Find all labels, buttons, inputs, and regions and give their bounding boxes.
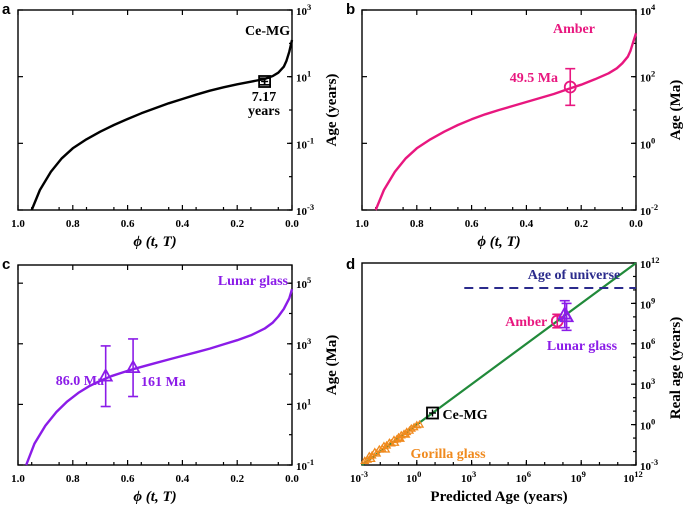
y-tick-label: 101 xyxy=(296,69,311,85)
x-axis-title: ϕ (t, T) xyxy=(133,234,176,250)
marker-label: 7.17 xyxy=(252,90,277,105)
x-tick-label: 1.0 xyxy=(355,218,369,230)
curve-line xyxy=(374,32,638,211)
panel-a: a 1.0 0.8 0.6 0.4 0.2 0.010-3 10-1 101 103 ϕ (t, T… xyxy=(2,1,340,250)
x-tick-label: 1012 xyxy=(623,469,643,485)
curve-line xyxy=(25,288,294,466)
marker-label: 161 Ma xyxy=(141,375,186,390)
x-tick-label: 0.4 xyxy=(520,218,534,230)
x-tick-label: 100 xyxy=(406,469,421,485)
x-tick-label: 0.6 xyxy=(465,218,479,230)
x-tick-label: 0.8 xyxy=(66,473,80,485)
x-tick-label: 1.0 xyxy=(11,218,25,230)
panel-title: Ce-MG xyxy=(245,24,290,39)
point-ce-mg xyxy=(426,406,439,420)
y-axis-title: Age (Ma) xyxy=(668,80,684,140)
gorilla-point xyxy=(366,454,376,463)
data-marker xyxy=(563,80,577,94)
data-marker xyxy=(258,75,272,88)
label-lunar-glass: Lunar glass xyxy=(547,339,618,354)
x-tick-label: 109 xyxy=(571,469,586,485)
label-ce-mg: Ce-MG xyxy=(443,408,488,423)
gorilla-point xyxy=(390,437,400,446)
x-tick-label: 0.4 xyxy=(176,218,190,230)
gorilla-point xyxy=(412,420,422,429)
panel-c: c 1.0 0.8 0.6 0.4 0.2 0.010-1 101 103 105 ϕ (t, T)… xyxy=(2,256,340,505)
y-tick-label: 10-2 xyxy=(640,202,658,218)
x-tick-label: 103 xyxy=(461,469,476,485)
panel-letter: a xyxy=(2,1,11,18)
gorilla-point xyxy=(401,429,411,438)
x-axis-title: Predicted Age (years) xyxy=(430,489,567,505)
panel-letter: b xyxy=(346,1,355,18)
y-tick-label: 103 xyxy=(296,2,311,18)
panel-letter: c xyxy=(2,256,10,273)
y-tick-label: 101 xyxy=(296,396,311,412)
gorilla-point xyxy=(395,433,405,442)
y-tick-label: 104 xyxy=(640,2,656,18)
gorilla-point xyxy=(360,456,370,465)
y-tick-label: 103 xyxy=(640,376,655,392)
y-tick-label: 100 xyxy=(640,135,655,151)
gorilla-point xyxy=(381,444,391,453)
x-tick-label: 0.2 xyxy=(574,218,588,230)
y-tick-label: 105 xyxy=(296,275,311,291)
y-tick-label: 10-1 xyxy=(296,135,314,151)
curve-line xyxy=(30,39,294,211)
x-tick-label: 0.6 xyxy=(121,473,135,485)
x-tick-label: 1.0 xyxy=(11,473,25,485)
panel-title: Amber xyxy=(553,22,595,37)
marker-label: 49.5 Ma xyxy=(510,71,558,86)
y-tick-label: 109 xyxy=(640,295,655,311)
x-tick-label: 0.2 xyxy=(230,473,244,485)
data-marker xyxy=(98,367,114,382)
universe-label: Age of universe xyxy=(528,268,621,283)
y-tick-label: 102 xyxy=(640,69,655,85)
marker-label: 86.0 Ma xyxy=(56,374,104,389)
y-tick-label: 10-3 xyxy=(296,202,314,218)
plot-frame xyxy=(361,262,637,466)
x-tick-label: 0.0 xyxy=(629,218,643,230)
x-tick-label: 0.2 xyxy=(230,218,244,230)
x-tick-label: 0.4 xyxy=(176,473,190,485)
x-tick-label: 10-3 xyxy=(350,469,368,485)
x-tick-label: 0.0 xyxy=(285,473,299,485)
y-tick-label: 100 xyxy=(640,417,655,433)
panel-title: Lunar glass xyxy=(218,274,289,289)
point-lunar-glass-2 xyxy=(559,308,575,323)
data-marker xyxy=(125,359,141,374)
y-tick-label: 10-1 xyxy=(296,457,314,473)
panel-letter: d xyxy=(346,256,355,273)
x-tick-label: 0.6 xyxy=(121,218,135,230)
y-tick-label: 1012 xyxy=(640,255,660,271)
y-tick-label: 106 xyxy=(640,336,655,352)
x-tick-label: 0.8 xyxy=(66,218,80,230)
y-axis-title: Age (Ma) xyxy=(324,335,340,395)
panel-b: b 1.0 0.8 0.6 0.4 0.2 0.010-2 100 102 104 ϕ (t, T)… xyxy=(346,1,684,250)
y-tick-label: 103 xyxy=(296,336,311,352)
plot-frame xyxy=(17,264,293,466)
gorilla-label: Gorilla glass xyxy=(410,447,486,462)
x-tick-label: 106 xyxy=(516,469,531,485)
marker-label-unit: years xyxy=(248,104,280,119)
x-tick-label: 0.0 xyxy=(285,218,299,230)
gorilla-point xyxy=(414,419,425,428)
x-tick-label: 0.8 xyxy=(410,218,424,230)
y-axis-title: Age (years) xyxy=(324,74,340,147)
x-axis-title: ϕ (t, T) xyxy=(133,489,176,505)
y-tick-label: 10-3 xyxy=(640,457,658,473)
y-axis-title: Real age (years) xyxy=(668,317,684,419)
x-axis-title: ϕ (t, T) xyxy=(477,234,520,250)
label-amber: Amber xyxy=(505,315,547,330)
gorilla-point xyxy=(371,448,382,457)
panel-d: d10-3 100 103 106 109 101210-3100103106109101… xyxy=(346,255,684,505)
